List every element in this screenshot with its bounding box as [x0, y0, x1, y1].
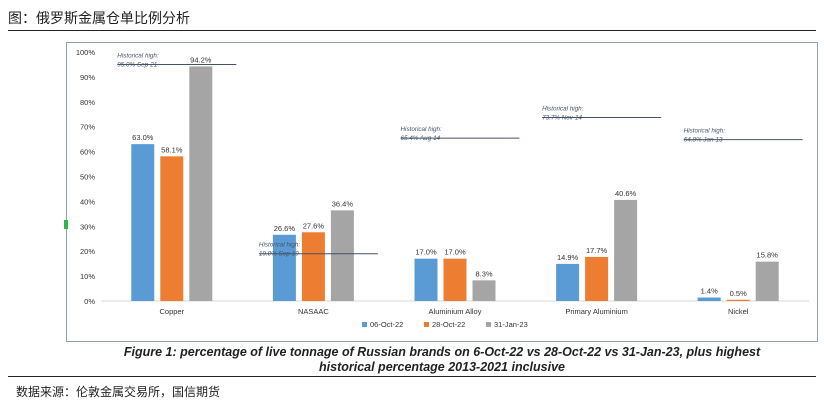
figure-header: 图：俄罗斯金属仓单比例分析 [8, 11, 190, 27]
source-note: 数据来源：伦敦金属交易所，国信期货 [16, 385, 221, 399]
legend-label: 28-Oct-22 [432, 320, 465, 329]
data-label: 0.5% [730, 289, 747, 298]
historical-high-label: Historical high: [684, 128, 726, 135]
caption-line-1: Figure 1: percentage of live tonnage of … [123, 345, 761, 359]
x-tick-label: Copper [159, 307, 184, 316]
bar [131, 144, 155, 301]
bar [189, 66, 213, 301]
top-divider [8, 30, 816, 31]
historical-high-label: Historical high: [542, 105, 584, 112]
y-tick-label: 20% [80, 247, 95, 256]
y-tick-label: 100% [76, 48, 96, 57]
y-tick-label: 30% [80, 222, 95, 231]
historical-high-value: 73.7% Nov-14 [542, 114, 582, 121]
y-tick-label: 10% [80, 272, 95, 281]
chart-frame: 0% 10% 20% 30% 40% 50% 60% 70% 80% 90% 100% 63.0% 58… [66, 42, 818, 342]
data-label: 26.6% [274, 224, 296, 233]
data-label: 14.9% [557, 253, 579, 262]
x-tick-label: NASAAC [298, 307, 329, 316]
bar [585, 256, 609, 301]
historical-high-label: Historical high: [259, 242, 301, 249]
y-tick-label: 40% [80, 197, 95, 206]
y-tick-label: 50% [80, 173, 95, 182]
x-tick-label: Primary Aluminium [565, 307, 628, 316]
bar [472, 280, 496, 301]
bar [330, 210, 354, 301]
data-label: 17.0% [444, 248, 466, 257]
legend-swatch [362, 322, 367, 327]
historical-high-value: 64.8% Jan-13 [684, 137, 723, 144]
data-label: 15.8% [757, 251, 779, 260]
data-label: 17.0% [415, 248, 437, 257]
bar [414, 258, 438, 301]
bar [614, 199, 638, 301]
y-tick-label: 0% [84, 297, 95, 306]
bar [272, 234, 296, 301]
chart-caption: Figure 1: percentage of live tonnage of … [60, 345, 824, 375]
x-tick-label: Aluminium Alloy [429, 307, 482, 316]
data-label: 8.3% [475, 269, 492, 278]
legend-label: 06-Oct-22 [370, 320, 403, 329]
bar [697, 297, 721, 301]
y-tick-label: 80% [80, 98, 95, 107]
data-label: 40.6% [615, 189, 637, 198]
bar [726, 299, 750, 301]
bar [755, 261, 779, 301]
data-label: 27.6% [303, 221, 325, 230]
caption-line-2: historical percentage 2013-2021 inclusiv… [319, 360, 565, 374]
historical-high-label: Historical high: [401, 126, 443, 133]
bar [443, 258, 467, 301]
data-label: 63.0% [132, 133, 154, 142]
bar [556, 263, 580, 301]
green-marker [64, 220, 68, 229]
legend-swatch [424, 322, 429, 327]
chart-svg: 0% 10% 20% 30% 40% 50% 60% 70% 80% 90% 100% 63.0% 58… [76, 48, 809, 329]
historical-high-value: 95.0% Sep-21 [117, 61, 157, 68]
historical-high-value: 19.0% Sep-19 [259, 251, 299, 258]
legend-label: 31-Jan-23 [494, 320, 528, 329]
data-label: 94.2% [190, 55, 212, 64]
historical-high-label: Historical high: [117, 52, 159, 59]
y-tick-label: 60% [80, 148, 95, 157]
data-label: 1.4% [701, 287, 718, 296]
y-tick-label: 90% [80, 73, 95, 82]
bar [160, 156, 184, 301]
y-tick-label: 70% [80, 123, 95, 132]
data-label: 36.4% [332, 199, 354, 208]
bottom-divider [8, 376, 816, 377]
historical-high-value: 65.4% Aug-14 [401, 135, 441, 142]
bar [301, 232, 325, 301]
legend-swatch [486, 322, 491, 327]
data-label: 58.1% [161, 145, 183, 154]
x-tick-label: Nickel [728, 307, 749, 316]
data-label: 17.7% [586, 246, 608, 255]
